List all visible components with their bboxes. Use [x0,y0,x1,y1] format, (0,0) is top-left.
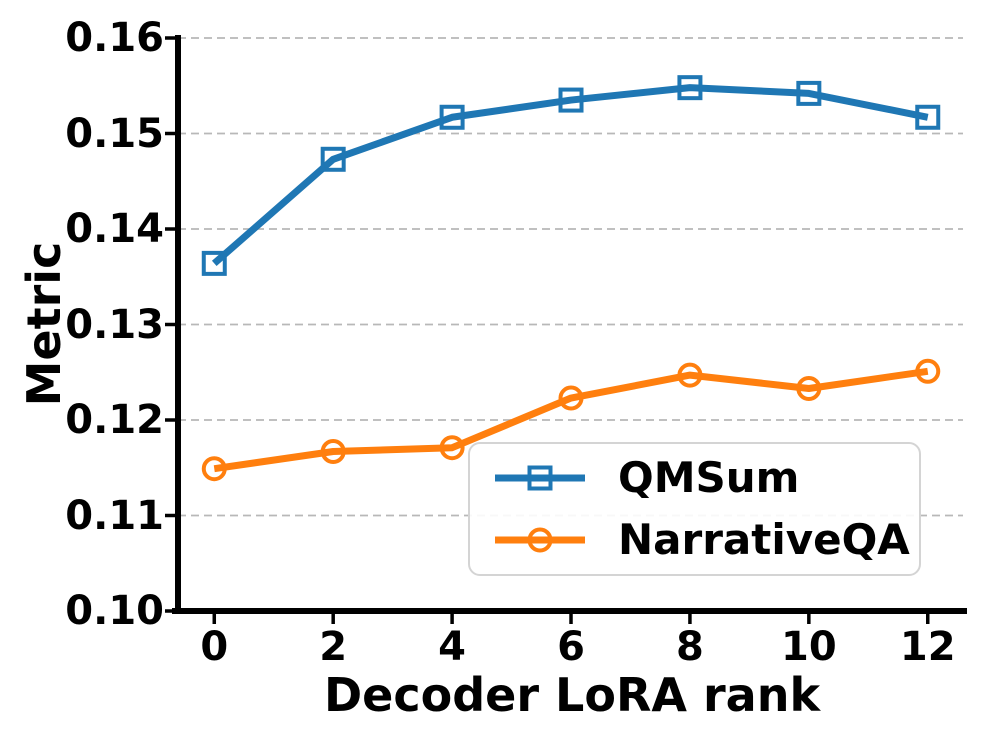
y-tick-label: 0.13 [65,301,164,348]
x-axis-label: Decoder LoRA rank [323,668,821,722]
x-tick-label: 10 [780,624,837,670]
x-tick-label: 6 [557,624,585,670]
y-tick-label: 0.15 [65,110,164,157]
y-tick-label: 0.10 [65,588,164,634]
legend-label: QMSum [618,453,800,502]
x-tick-label: 8 [676,624,704,670]
data-point-circle-marker [439,435,465,461]
data-point-circle-marker [677,362,703,388]
legend-label: NarrativeQA [618,515,910,564]
x-tick-label: 2 [319,624,348,670]
series-line-narrativeqa [213,367,929,473]
data-point-circle-marker [558,385,584,411]
y-tick-label: 0.16 [65,15,164,61]
y-tick-label: 0.14 [65,206,164,252]
x-tick-label: 0 [200,624,229,670]
y-axis-label: Metric [17,241,71,407]
y-tick-label: 0.11 [65,492,164,539]
x-tick-label: 4 [438,624,467,670]
legend-entry-qmsum: QMSum [490,447,919,509]
line-square-marker-icon [495,465,585,491]
data-point-circle-marker [915,358,941,384]
y-tick-label: 0.12 [65,397,164,443]
legend: QMSum NarrativeQA [468,442,921,576]
data-point-square-marker [796,80,822,106]
data-point-square-marker [558,87,584,113]
data-point-square-marker [439,104,465,130]
data-point-circle-marker [320,439,346,465]
line-circle-marker-icon [495,527,585,553]
series-line-qmsum [211,84,929,267]
legend-entry-narrativeqa: NarrativeQA [490,509,919,571]
data-point-square-marker [677,75,703,101]
x-tick-label: 12 [899,624,956,670]
data-point-square-marker [201,250,227,276]
data-point-circle-marker [201,456,227,482]
data-point-square-marker [915,104,941,130]
data-point-square-marker [320,146,346,172]
data-point-circle-marker [796,375,822,401]
